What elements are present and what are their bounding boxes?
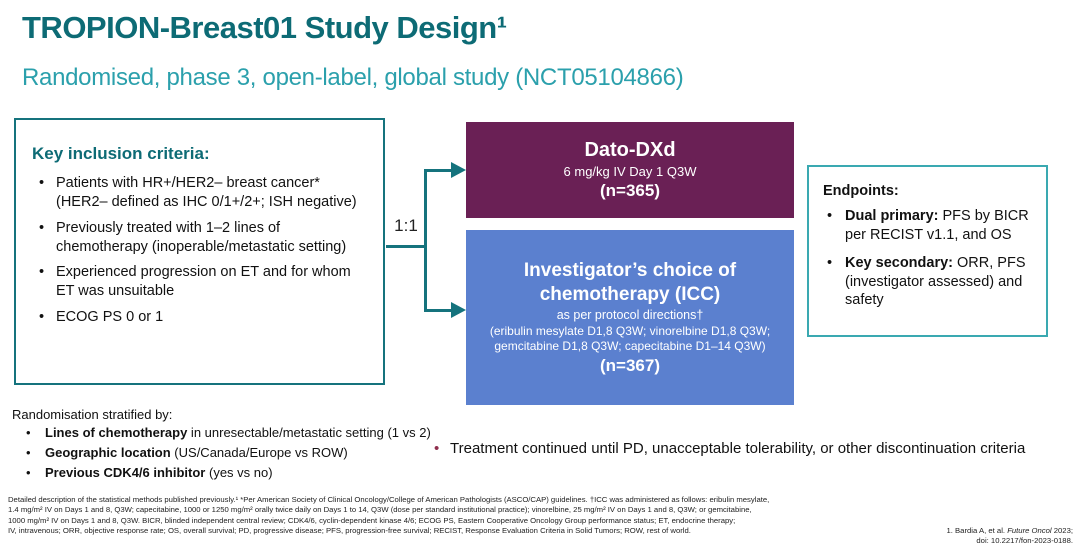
endpoint-lead: Key secondary: <box>845 254 953 271</box>
inclusion-item: Experienced progression on ET and for wh… <box>32 263 369 301</box>
reference-line-1: 1. Bardia A, et al. Future Oncol 2023; <box>853 526 1074 536</box>
page-subtitle: Randomised, phase 3, open-label, global … <box>22 64 684 91</box>
reference-line-2: doi: 10.2217/fon-2023-0188. <box>976 536 1073 546</box>
stratification-rest: (US/Canada/Europe vs ROW) <box>170 444 348 460</box>
icc-arm-n: (n=367) <box>600 356 660 376</box>
stratification-rest: in unresectable/metastatic setting (1 vs… <box>187 425 431 440</box>
stratification-item: Geographic location (US/Canada/Europe vs… <box>12 445 432 462</box>
inclusion-criteria-box: Key inclusion criteria: Patients with HR… <box>14 118 385 385</box>
icc-arm-subtext: as per protocol directions† <box>556 308 704 323</box>
stratification-lead: Previous CDK4/6 inhibitor <box>45 464 206 480</box>
page-title: TROPION-Breast01 Study Design¹ <box>22 10 507 45</box>
dato-arm-n: (n=365) <box>600 181 660 200</box>
inclusion-item: Patients with HR+/HER2– breast cancer* (… <box>32 174 369 212</box>
stratification-lead: Geographic location <box>45 444 171 460</box>
dato-dxd-arm-box: Dato-DXd 6 mg/kg IV Day 1 Q3W (n=365) <box>466 122 794 218</box>
stratification-block: Randomisation stratified by: Lines of ch… <box>12 407 432 485</box>
connector-bottom-line <box>424 309 452 312</box>
connector-vertical-line <box>424 169 427 312</box>
icc-arm-name: Investigator’s choice of chemotherapy (I… <box>523 259 737 305</box>
inclusion-list: Patients with HR+/HER2– breast cancer* (… <box>32 174 369 327</box>
treatment-note: Treatment continued until PD, unacceptab… <box>432 440 1080 457</box>
inclusion-item: ECOG PS 0 or 1 <box>32 308 369 327</box>
endpoints-list: Dual primary: PFS by BICR per RECIST v1.… <box>823 207 1034 310</box>
arrow-right-icon <box>451 162 466 178</box>
endpoints-box: Endpoints: Dual primary: PFS by BICR per… <box>807 165 1048 337</box>
stratification-lead: Lines of chemotherapy <box>45 425 188 440</box>
dato-arm-name: Dato-DXd <box>584 139 676 161</box>
inclusion-heading: Key inclusion criteria: <box>32 144 210 163</box>
connector-stem-line <box>386 245 427 248</box>
endpoints-heading: Endpoints: <box>823 183 899 199</box>
arrow-right-icon <box>451 302 466 318</box>
endpoints-item: Dual primary: PFS by BICR per RECIST v1.… <box>823 207 1034 245</box>
endpoints-item: Key secondary: ORR, PFS (investigator as… <box>823 254 1034 311</box>
stratification-list: Lines of chemotherapy in unresectable/me… <box>12 425 432 482</box>
treatment-note-text: Treatment continued until PD, unacceptab… <box>450 440 1026 457</box>
stratification-rest: (yes vs no) <box>205 464 273 480</box>
footnote-line: Detailed description of the statistical … <box>8 495 770 504</box>
icc-arm-drugs: (eribulin mesylate D1,8 Q3W; vinorelbine… <box>489 324 771 354</box>
footnote-line: 1.4 mg/m² IV on Days 1 and 8, Q3W; capec… <box>8 505 752 515</box>
footnotes: Detailed description of the statistical … <box>8 495 886 537</box>
reference-citation: 1. Bardia A, et al. Future Oncol 2023; d… <box>853 526 1074 547</box>
reference-post: 2023; <box>1051 526 1073 535</box>
endpoint-lead: Dual primary: <box>845 208 939 224</box>
stratification-item: Previous CDK4/6 inhibitor (yes vs no) <box>12 465 432 482</box>
icc-arm-box: Investigator’s choice of chemotherapy (I… <box>466 230 794 405</box>
reference-journal: Future Oncol <box>1007 526 1052 535</box>
endpoint-rest: PFS by BICR per RECIST v1.1, and OS <box>845 208 1029 243</box>
endpoint-rest: ORR, PFS (investigator assessed) and saf… <box>845 254 1026 309</box>
footnote-line: 1000 mg/m² IV on Days 1 and 8, Q3W. BICR… <box>8 515 736 525</box>
stratification-heading: Randomisation stratified by: <box>12 407 173 422</box>
stratification-item: Lines of chemotherapy in unresectable/me… <box>12 425 432 442</box>
footnote-line: IV, intravenous; ORR, objective response… <box>8 526 691 536</box>
connector-top-line <box>424 169 452 172</box>
randomisation-ratio-label: 1:1 <box>394 216 418 235</box>
inclusion-item: Previously treated with 1–2 lines of che… <box>32 219 369 257</box>
dato-arm-dose: 6 mg/kg IV Day 1 Q3W <box>563 164 697 179</box>
reference-pre: 1. Bardia A, et al. <box>946 526 1008 535</box>
